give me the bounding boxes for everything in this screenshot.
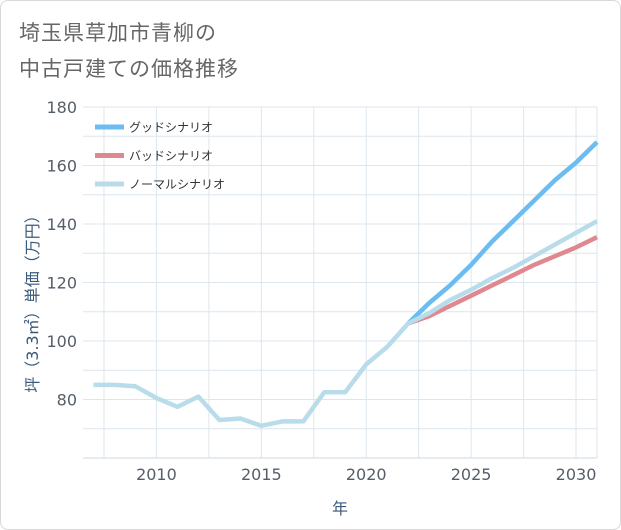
chart-title-line-1: 埼玉県草加市青柳の [19, 21, 217, 45]
x-tick-label: 2020 [346, 465, 387, 484]
y-tick-label: 140 [46, 215, 77, 234]
y-tick-label: 80 [57, 391, 77, 410]
series-line-bad [407, 235, 598, 326]
legend-label: ノーマルシナリオ [129, 178, 225, 192]
legend-label: バッドシナリオ [129, 149, 213, 163]
y-tick-label: 160 [46, 157, 77, 176]
chart-title: 埼玉県草加市青柳の 中古戸建ての価格推移 [19, 15, 239, 87]
series-line-normal [93, 219, 599, 429]
chart-title-line-2: 中古戸建ての価格推移 [19, 57, 239, 81]
legend-label: グッドシナリオ [129, 121, 213, 135]
series-lines [93, 140, 599, 429]
y-tick-label: 100 [46, 332, 77, 351]
series-line-good [406, 140, 599, 326]
x-tick-label: 2010 [136, 465, 177, 484]
x-tick-label: 2030 [556, 465, 597, 484]
y-axis-label: 坪（3.3㎡）単価（万円） [23, 207, 42, 392]
tick-labels: 2010 2015 2020 2025 2030 80 100 120 140 160 180 [46, 98, 596, 484]
x-axis-label: 年 [332, 499, 348, 518]
y-tick-label: 180 [46, 98, 77, 117]
x-tick-label: 2015 [241, 465, 282, 484]
y-tick-label: 120 [46, 274, 77, 293]
x-tick-label: 2025 [451, 465, 492, 484]
